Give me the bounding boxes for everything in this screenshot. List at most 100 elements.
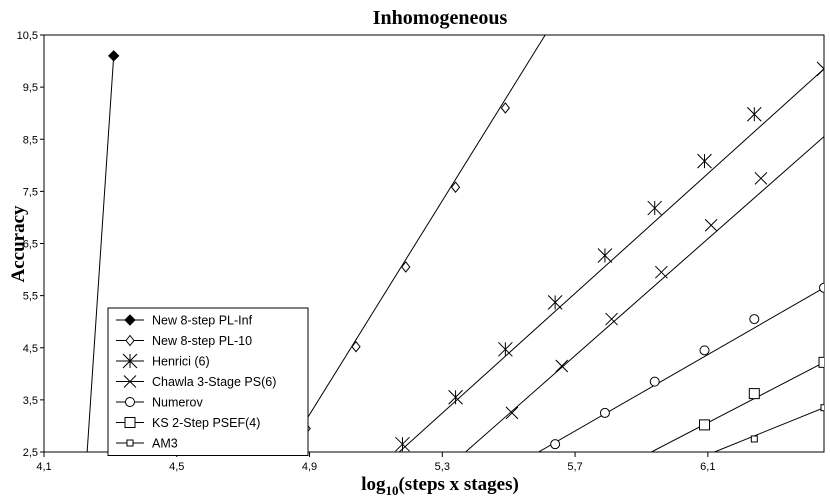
series-line: [465, 136, 824, 452]
x-stroke: [655, 265, 668, 279]
tick-labels: 4,1 4,5 4,9 5,3 5,7 6,1 2,5 3,5 4,5 5,5 6,5 7,5 8,5 9…: [17, 30, 716, 473]
y-tick-label: 4,5: [23, 343, 38, 355]
x-tick-label: 6,1: [700, 461, 715, 473]
legend-item: Henrici (6): [116, 353, 210, 369]
data-point-asterisk: [498, 341, 513, 357]
data-point-x: [655, 265, 668, 279]
data-point-circle: [599, 407, 610, 418]
data-point-asterisk: [647, 200, 663, 216]
data-point-diamond: [401, 261, 411, 273]
legend-label: Henrici (6): [152, 355, 210, 369]
data-point-asterisk: [395, 436, 410, 452]
data-point-x: [704, 218, 718, 232]
series-line: [714, 407, 824, 452]
y-tick-label: 3,5: [23, 395, 38, 407]
data-point-x: [754, 171, 768, 185]
series-4: [538, 282, 824, 452]
data-point-x: [605, 312, 618, 326]
data-point-asterisk: [547, 295, 563, 310]
data-point-square: [124, 417, 136, 428]
data-point-square: [818, 356, 824, 368]
data-point-diamond: [351, 340, 361, 353]
x-stroke: [505, 406, 519, 420]
series-6: [714, 404, 824, 452]
x-stroke: [123, 375, 137, 388]
legend-label: AM3: [152, 437, 178, 451]
y-axis-label: Accuracy: [8, 205, 29, 283]
series-5: [651, 356, 824, 452]
legend-item: Numerov: [116, 396, 203, 410]
x-stroke: [605, 312, 618, 326]
data-point-diamond: [450, 181, 461, 194]
axes: [40, 34, 825, 457]
x-stroke: [555, 359, 569, 373]
x-tick-label: 5,7: [567, 461, 582, 473]
data-point-circle: [819, 282, 824, 293]
data-point-asterisk: [122, 353, 138, 369]
data-point-asterisk: [816, 61, 824, 77]
x-axis-label: log10(steps x stages): [361, 474, 519, 498]
chart-title: Inhomogeneous: [373, 7, 508, 29]
y-tick-label: 8,5: [23, 134, 38, 146]
x-tick-label: 4,9: [302, 461, 317, 473]
legend-item: AM3: [116, 437, 178, 451]
x-tick-label: 4,1: [36, 461, 51, 473]
legend-label: Numerov: [152, 396, 203, 410]
data-point-x: [123, 375, 137, 388]
data-point-asterisk: [597, 248, 613, 263]
series-line: [285, 35, 546, 452]
data-point-x: [505, 406, 519, 420]
data-point-asterisk: [697, 153, 712, 169]
y-tick-label: 7,5: [23, 186, 38, 198]
series-2: [395, 61, 824, 452]
series-1: [285, 35, 546, 452]
x-axis-label-sub: 10: [385, 483, 398, 498]
asterisk-stroke: [816, 61, 824, 70]
series-line: [651, 361, 824, 452]
series-line: [538, 287, 824, 452]
x-tick-label: 4,5: [169, 461, 184, 473]
y-tick-label: 5,5: [23, 291, 38, 303]
data-point-circle: [699, 345, 710, 356]
data-point-asterisk: [746, 106, 762, 122]
data-point-square: [699, 419, 711, 431]
data-point-square: [748, 388, 760, 400]
x-axis-label-main: log: [361, 474, 386, 495]
data-point-diamond: [500, 102, 511, 114]
x-axis-label-rest: (steps x stages): [398, 474, 518, 495]
legend-label: KS 2-Step PSEF(4): [152, 416, 260, 430]
y-tick-label: 10,5: [17, 30, 38, 42]
legend-item: New 8-step PL-Inf: [116, 314, 253, 328]
y-tick-label: 6,5: [23, 239, 38, 251]
asterisk-stroke: [816, 68, 824, 77]
legend-label: Chawla 3-Stage PS(6): [152, 375, 276, 389]
series-3: [465, 136, 824, 452]
x-stroke: [754, 171, 768, 185]
legend-item: KS 2-Step PSEF(4): [116, 416, 260, 430]
legend-label: New 8-step PL-10: [152, 334, 252, 348]
data-point-small-square: [126, 439, 134, 447]
series-0: [86, 50, 120, 452]
data-point-diamond-filled: [107, 50, 120, 62]
data-point-x: [555, 359, 569, 373]
legend-item: New 8-step PL-10: [116, 334, 252, 348]
data-point-diamond: [125, 334, 135, 347]
data-point-circle: [125, 397, 135, 407]
y-tick-label: 2,5: [23, 447, 38, 459]
data-point-asterisk: [448, 389, 463, 405]
legend-label: New 8-step PL-Inf: [152, 314, 253, 328]
data-point-diamond-filled: [124, 314, 136, 326]
data-point-small-square: [820, 404, 824, 412]
series-line: [398, 68, 824, 452]
x-stroke: [704, 218, 718, 232]
data-point-circle: [550, 439, 561, 450]
data-point-circle: [749, 314, 760, 325]
series-layer: [86, 35, 824, 452]
x-tick-label: 5,3: [435, 461, 450, 473]
legend-item: Chawla 3-Stage PS(6): [116, 375, 276, 389]
series-line: [86, 55, 115, 452]
data-point-circle: [649, 376, 660, 387]
legend: New 8-step PL-Inf New 8-step PL-10 Henrici…: [107, 307, 309, 456]
y-tick-label: 9,5: [23, 82, 38, 94]
